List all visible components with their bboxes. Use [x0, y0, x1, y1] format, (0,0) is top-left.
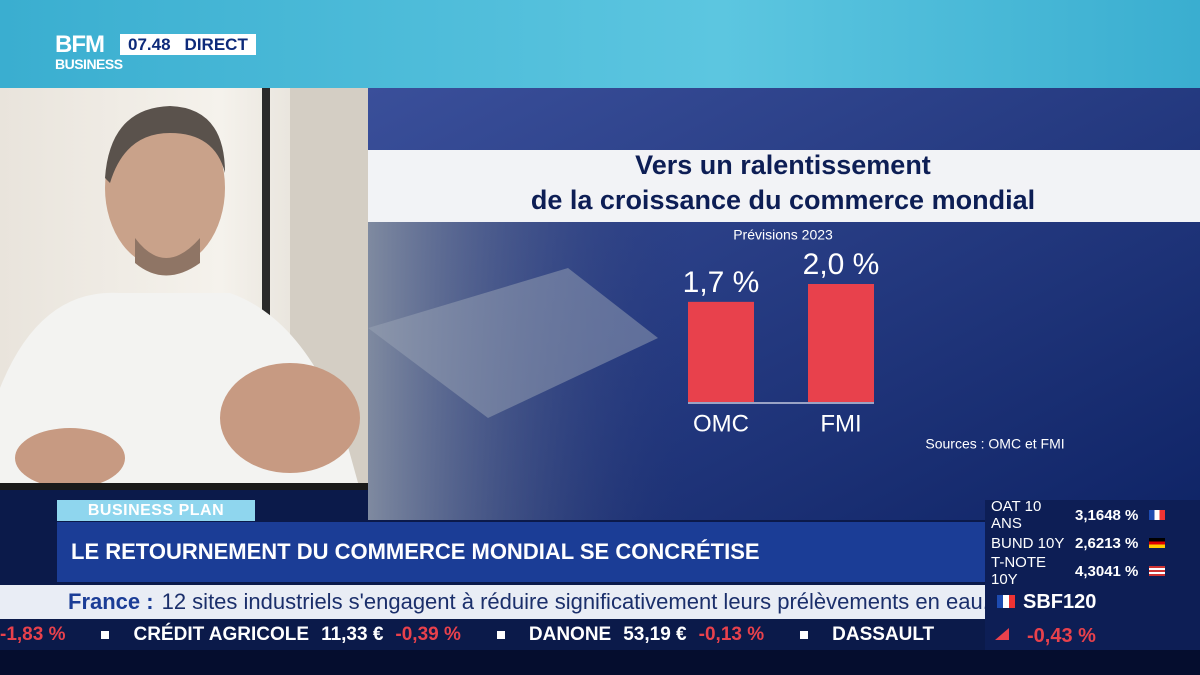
rate-row: BUND 10Y 2,6213 % — [985, 530, 1200, 556]
ticker-change: -0,39 % — [395, 624, 461, 645]
logo-sub: BUSINESS — [55, 56, 123, 72]
video-feed — [0, 88, 368, 490]
live-badge: 07.48 DIRECT — [120, 34, 256, 55]
down-arrow — [995, 628, 1009, 640]
logo: BFM BUSINESS — [55, 31, 123, 72]
presenter — [0, 88, 368, 490]
rate-value: 4,3041 % — [1075, 562, 1139, 580]
chart-title-line: de la croissance du commerce mondial — [531, 185, 1035, 215]
ticker-name: DASSAULT — [832, 624, 935, 645]
ticker-name: DANONE — [528, 624, 612, 645]
news-crawl: France : 12 sites industriels s'engagent… — [0, 585, 985, 619]
separator — [101, 631, 110, 639]
rate-name: T-NOTE 10Y — [991, 554, 1046, 588]
ticker-name: CRÉDIT AGRICOLE — [133, 624, 310, 645]
time: 07.48 — [128, 34, 171, 54]
infographic: Vers un ralentissement de la croissance … — [368, 88, 1200, 520]
logo-main: BFM — [55, 31, 105, 58]
index-name: SBF120 — [1023, 591, 1097, 613]
headline: LE RETOURNEMENT DU COMMERCE MONDIAL SE C… — [57, 522, 985, 582]
chart-source: Sources : OMC et FMI — [925, 436, 1064, 452]
ticker-change: -0,13 % — [698, 624, 765, 645]
flag — [1149, 538, 1165, 548]
rate-row: T-NOTE 10Y 4,3041 % — [985, 554, 1200, 588]
value-label: 1,7 % — [683, 266, 760, 299]
bar — [688, 301, 754, 403]
rate-name: BUND 10Y — [991, 534, 1065, 552]
ticker-price: 53,19 € — [623, 624, 687, 645]
chart-subtitle: Prévisions 2023 — [733, 227, 833, 243]
status: DIRECT — [184, 34, 248, 54]
ticker-price: 11,33 € — [321, 624, 384, 645]
value-label: 2,0 % — [803, 248, 880, 281]
show-tag: BUSINESS PLAN — [57, 500, 255, 521]
rate-value: 2,6213 % — [1075, 534, 1139, 552]
bottom-band — [0, 650, 1200, 675]
news-text: 12 sites industriels s'engagent à réduir… — [161, 589, 985, 614]
ticker-change: -1,83 % — [0, 624, 66, 645]
separator — [800, 631, 809, 639]
rate-value: 3,1648 % — [1075, 506, 1139, 524]
flag — [1149, 510, 1165, 520]
separator — [496, 631, 505, 639]
rate-name: OAT 10 ANS — [991, 498, 1042, 532]
bar — [808, 284, 874, 403]
index-change: -0,43 % — [1027, 625, 1096, 647]
rate-row: OAT 10 ANS 3,1648 % — [985, 498, 1200, 532]
category-label: OMC — [693, 410, 749, 437]
category-label: FMI — [820, 410, 861, 437]
chart-title-line: Vers un ralentissement — [635, 150, 931, 180]
stock-ticker: -1,83 % CRÉDIT AGRICOLE 11,33 € -0,39 % DANO… — [0, 620, 985, 650]
rates-panel: OAT 10 ANS 3,1648 % BUND 10Y 2,6213 % T-NO… — [985, 498, 1200, 588]
flag — [1149, 566, 1165, 576]
flag — [997, 595, 1015, 608]
news-label: France : — [68, 589, 154, 614]
index-panel: SBF120 -0,43 % — [985, 585, 1200, 650]
